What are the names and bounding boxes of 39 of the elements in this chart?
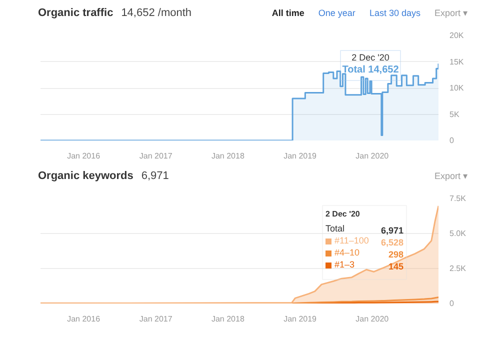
annotation: Total 14,652 [342, 64, 400, 76]
text: Last 30 days [369, 8, 420, 18]
legend-label: #1–3 [334, 260, 355, 270]
chart-subtitle: 14,652 /month [121, 7, 192, 19]
text: 6,971 [141, 170, 169, 182]
x-tick-label: Jan 2020 [356, 314, 390, 324]
y-tick-label: 5.0K [450, 229, 467, 238]
x-tick-label: Jan 2017 [139, 314, 173, 324]
annotation: 2 Dec '20 [352, 52, 390, 62]
text: All time [272, 8, 304, 18]
x-tick-label: Jan 2018 [211, 152, 245, 160]
x-tick-label: Jan 2017 [139, 152, 173, 160]
y-tick-label: 20K [450, 31, 464, 40]
x-tick-label: Jan 2018 [211, 314, 245, 324]
chart-title: Organic traffic [38, 7, 114, 19]
annotation: 298 [388, 250, 404, 260]
annotation: 6,528 [380, 238, 404, 248]
chart-title: Organic keywords [38, 170, 134, 182]
y-tick-label: 5K [450, 110, 460, 119]
legend-label: #11–100 [334, 236, 369, 246]
annotation: Total [326, 224, 345, 234]
y-tick-label: 0 [450, 299, 454, 308]
x-tick-label: Jan 2019 [284, 152, 318, 160]
y-tick-label: 15K [450, 57, 464, 66]
text: Export ▾ [434, 171, 468, 182]
text: One year [318, 8, 356, 18]
x-tick-label: Jan 2020 [356, 152, 390, 160]
annotation: 145 [388, 262, 404, 272]
y-tick-label: 10K [450, 84, 464, 92]
x-tick-label: Jan 2019 [284, 314, 318, 324]
x-tick-label: Jan 2016 [67, 314, 101, 324]
text: Export ▾ [434, 8, 468, 18]
y-tick-label: 0 [450, 136, 454, 145]
x-tick-label: Jan 2016 [67, 152, 101, 160]
legend-label: #4–10 [334, 248, 360, 258]
y-tick-label: 7.5K [450, 194, 467, 203]
y-tick-label: 2.5K [450, 264, 467, 273]
annotation: 2 Dec '20 [326, 210, 360, 218]
text: 6,971 [380, 226, 404, 236]
